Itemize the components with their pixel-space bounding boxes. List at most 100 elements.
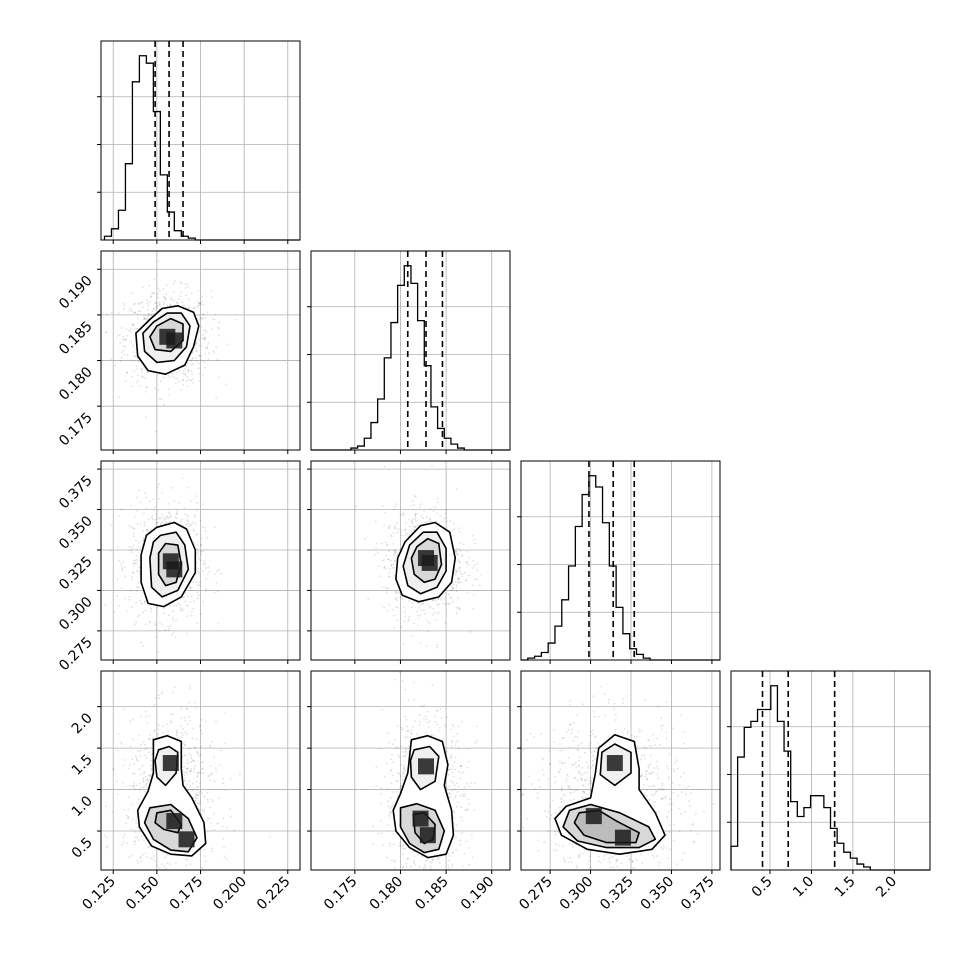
sample-point (182, 734, 184, 736)
sample-point (181, 609, 184, 612)
sample-point (158, 301, 161, 304)
sample-point (405, 754, 407, 757)
density-peak (166, 813, 183, 830)
sample-point (158, 303, 161, 305)
sample-point (473, 564, 476, 566)
sample-point (161, 691, 164, 693)
sample-point (144, 376, 146, 379)
sample-point (454, 572, 456, 574)
sample-point (410, 505, 412, 507)
sample-point (202, 329, 205, 332)
sample-point (446, 750, 448, 753)
sample-point (450, 877, 452, 879)
sample-point (144, 390, 147, 393)
sample-point (131, 310, 133, 313)
sample-point (386, 610, 389, 612)
sample-point (133, 369, 136, 372)
sample-point (414, 525, 417, 528)
sample-point (213, 572, 216, 575)
sample-point (199, 359, 202, 362)
sample-point (164, 856, 166, 859)
sample-point (204, 848, 206, 851)
sample-point (405, 521, 407, 524)
sample-point (404, 715, 407, 718)
sample-point (207, 801, 209, 803)
sample-point (186, 604, 189, 607)
sample-point (454, 551, 457, 553)
sample-point (215, 581, 218, 584)
sample-point (404, 534, 406, 537)
sample-point (211, 317, 214, 320)
sample-point (182, 379, 185, 382)
sample-point (412, 503, 415, 506)
sample-point (169, 713, 172, 715)
sample-point (454, 796, 457, 798)
sample-point (196, 581, 199, 583)
sample-point (183, 754, 186, 757)
x-tick-label: 2.0 (873, 874, 900, 901)
sample-point (429, 865, 432, 868)
sample-point (222, 777, 225, 780)
sample-point (129, 307, 132, 310)
sample-point (153, 301, 156, 304)
sample-point (210, 798, 213, 801)
sample-point (408, 534, 411, 536)
sample-point (198, 584, 201, 587)
sample-point (204, 530, 207, 533)
sample-point (448, 854, 451, 857)
sample-point (449, 793, 451, 796)
sample-point (451, 746, 453, 749)
sample-point (206, 344, 209, 347)
sample-point (138, 798, 141, 800)
sample-point (165, 867, 168, 870)
sample-point (461, 819, 464, 822)
sample-point (190, 370, 192, 373)
sample-point (175, 734, 178, 736)
sample-point (460, 555, 463, 558)
sample-point (209, 806, 212, 809)
sample-point (195, 738, 198, 741)
sample-point (146, 299, 149, 302)
sample-point (138, 310, 140, 312)
sample-point (186, 514, 189, 516)
sample-point (150, 528, 153, 531)
sample-point (466, 766, 469, 769)
sample-point (209, 779, 212, 782)
sample-point (197, 556, 200, 559)
sample-point (687, 785, 690, 788)
sample-point (435, 512, 438, 514)
sample-point (473, 538, 476, 541)
sample-point (429, 520, 432, 522)
sample-point (149, 775, 152, 778)
sample-point (161, 623, 163, 626)
sample-point (220, 572, 223, 575)
sample-point (451, 863, 454, 866)
sample-point (407, 744, 410, 747)
sample-point (130, 375, 133, 378)
sample-point (148, 738, 151, 740)
sample-point (398, 756, 401, 758)
sample-point (202, 771, 205, 774)
sample-point (414, 518, 417, 521)
sample-point (152, 509, 155, 512)
sample-point (189, 873, 191, 875)
sample-point (447, 773, 450, 776)
sample-point (413, 864, 416, 866)
sample-point (123, 809, 126, 811)
sample-point (195, 350, 197, 352)
sample-point (209, 746, 212, 748)
sample-point (455, 824, 458, 826)
sample-point (185, 632, 188, 635)
sample-point (436, 644, 439, 646)
sample-point (454, 836, 457, 839)
sample-point (189, 771, 192, 773)
sample-point (209, 744, 212, 747)
sample-point (473, 782, 476, 785)
sample-point (169, 625, 171, 627)
sample-point (131, 323, 134, 326)
sample-point (178, 873, 180, 875)
sample-point (202, 767, 204, 769)
sample-point (197, 754, 200, 757)
sample-point (435, 709, 438, 712)
sample-point (126, 610, 128, 613)
